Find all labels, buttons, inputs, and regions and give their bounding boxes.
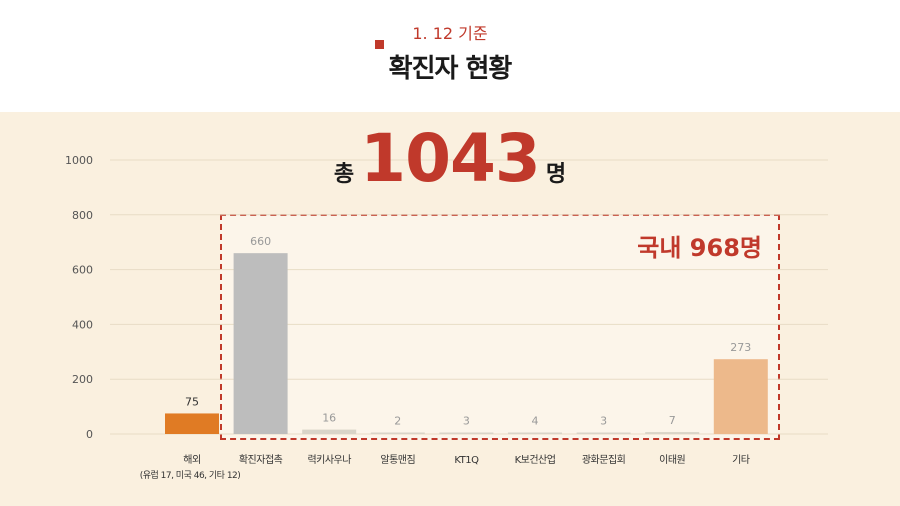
chart-panel xyxy=(0,112,900,506)
date-label: 1. 12 기준 xyxy=(412,24,488,43)
bar xyxy=(508,432,562,434)
total-count: 총1043 명 xyxy=(0,120,900,197)
x-tick-label: 이태원 xyxy=(659,454,685,466)
y-tick-label: 400 xyxy=(72,318,93,331)
domestic-highlight-box: 국내 968명 xyxy=(220,214,780,440)
data-label: 3 xyxy=(463,415,470,428)
x-tick-label: 해외 xyxy=(183,453,200,466)
data-label: 273 xyxy=(730,341,751,354)
chart-grid xyxy=(110,159,828,435)
chart-labels: 0 200 400 600 800 1000 75 해외 (유럽 17, 미국 46, 기타 1… xyxy=(65,154,751,481)
y-tick-label: 1000 xyxy=(65,154,93,167)
chart-bars xyxy=(165,253,768,434)
x-tick-label: 기타 xyxy=(732,454,750,466)
bar xyxy=(302,429,357,434)
data-label: 3 xyxy=(600,415,607,428)
y-tick-label: 200 xyxy=(72,373,93,386)
domestic-total-label: 국내 968명 xyxy=(637,234,762,262)
total-value: 1043 xyxy=(360,120,541,197)
bar xyxy=(713,359,768,434)
bar xyxy=(439,432,494,434)
bar xyxy=(576,432,631,434)
y-tick-label: 600 xyxy=(72,264,93,277)
x-tick-label: K보건산업 xyxy=(515,453,556,466)
data-label: 4 xyxy=(532,415,539,428)
bar xyxy=(645,432,700,434)
title-wrap: 확진자 현황 xyxy=(0,40,900,85)
x-tick-label: 광화문집회 xyxy=(582,454,626,466)
data-label: 16 xyxy=(322,412,336,425)
x-tick-label: 확진자접촉 xyxy=(239,454,283,466)
bar xyxy=(165,413,219,434)
y-tick-label: 0 xyxy=(86,428,93,441)
page-title: 확진자 현황 xyxy=(374,40,513,85)
total-prefix: 총 xyxy=(333,162,355,187)
data-label: 75 xyxy=(185,395,199,408)
page-title-text: 확진자 현황 xyxy=(388,54,513,84)
x-tick-label: 력키사우나 xyxy=(307,454,351,466)
bar xyxy=(233,253,288,434)
y-tick-label: 800 xyxy=(72,209,93,222)
data-label: 2 xyxy=(394,415,401,428)
total-suffix: 명 xyxy=(545,162,567,187)
data-label: 7 xyxy=(669,414,676,427)
x-tick-label: KT1Q xyxy=(454,455,479,466)
data-label: 660 xyxy=(250,235,271,248)
header: 1. 12 기준 확진자 현황 xyxy=(0,0,900,112)
x-tick-sublabel: (유럽 17, 미국 46, 기타 12) xyxy=(140,470,241,481)
title-square-mark xyxy=(374,40,384,49)
x-tick-label: 알통맨짐 xyxy=(380,454,415,466)
bar xyxy=(370,432,425,434)
